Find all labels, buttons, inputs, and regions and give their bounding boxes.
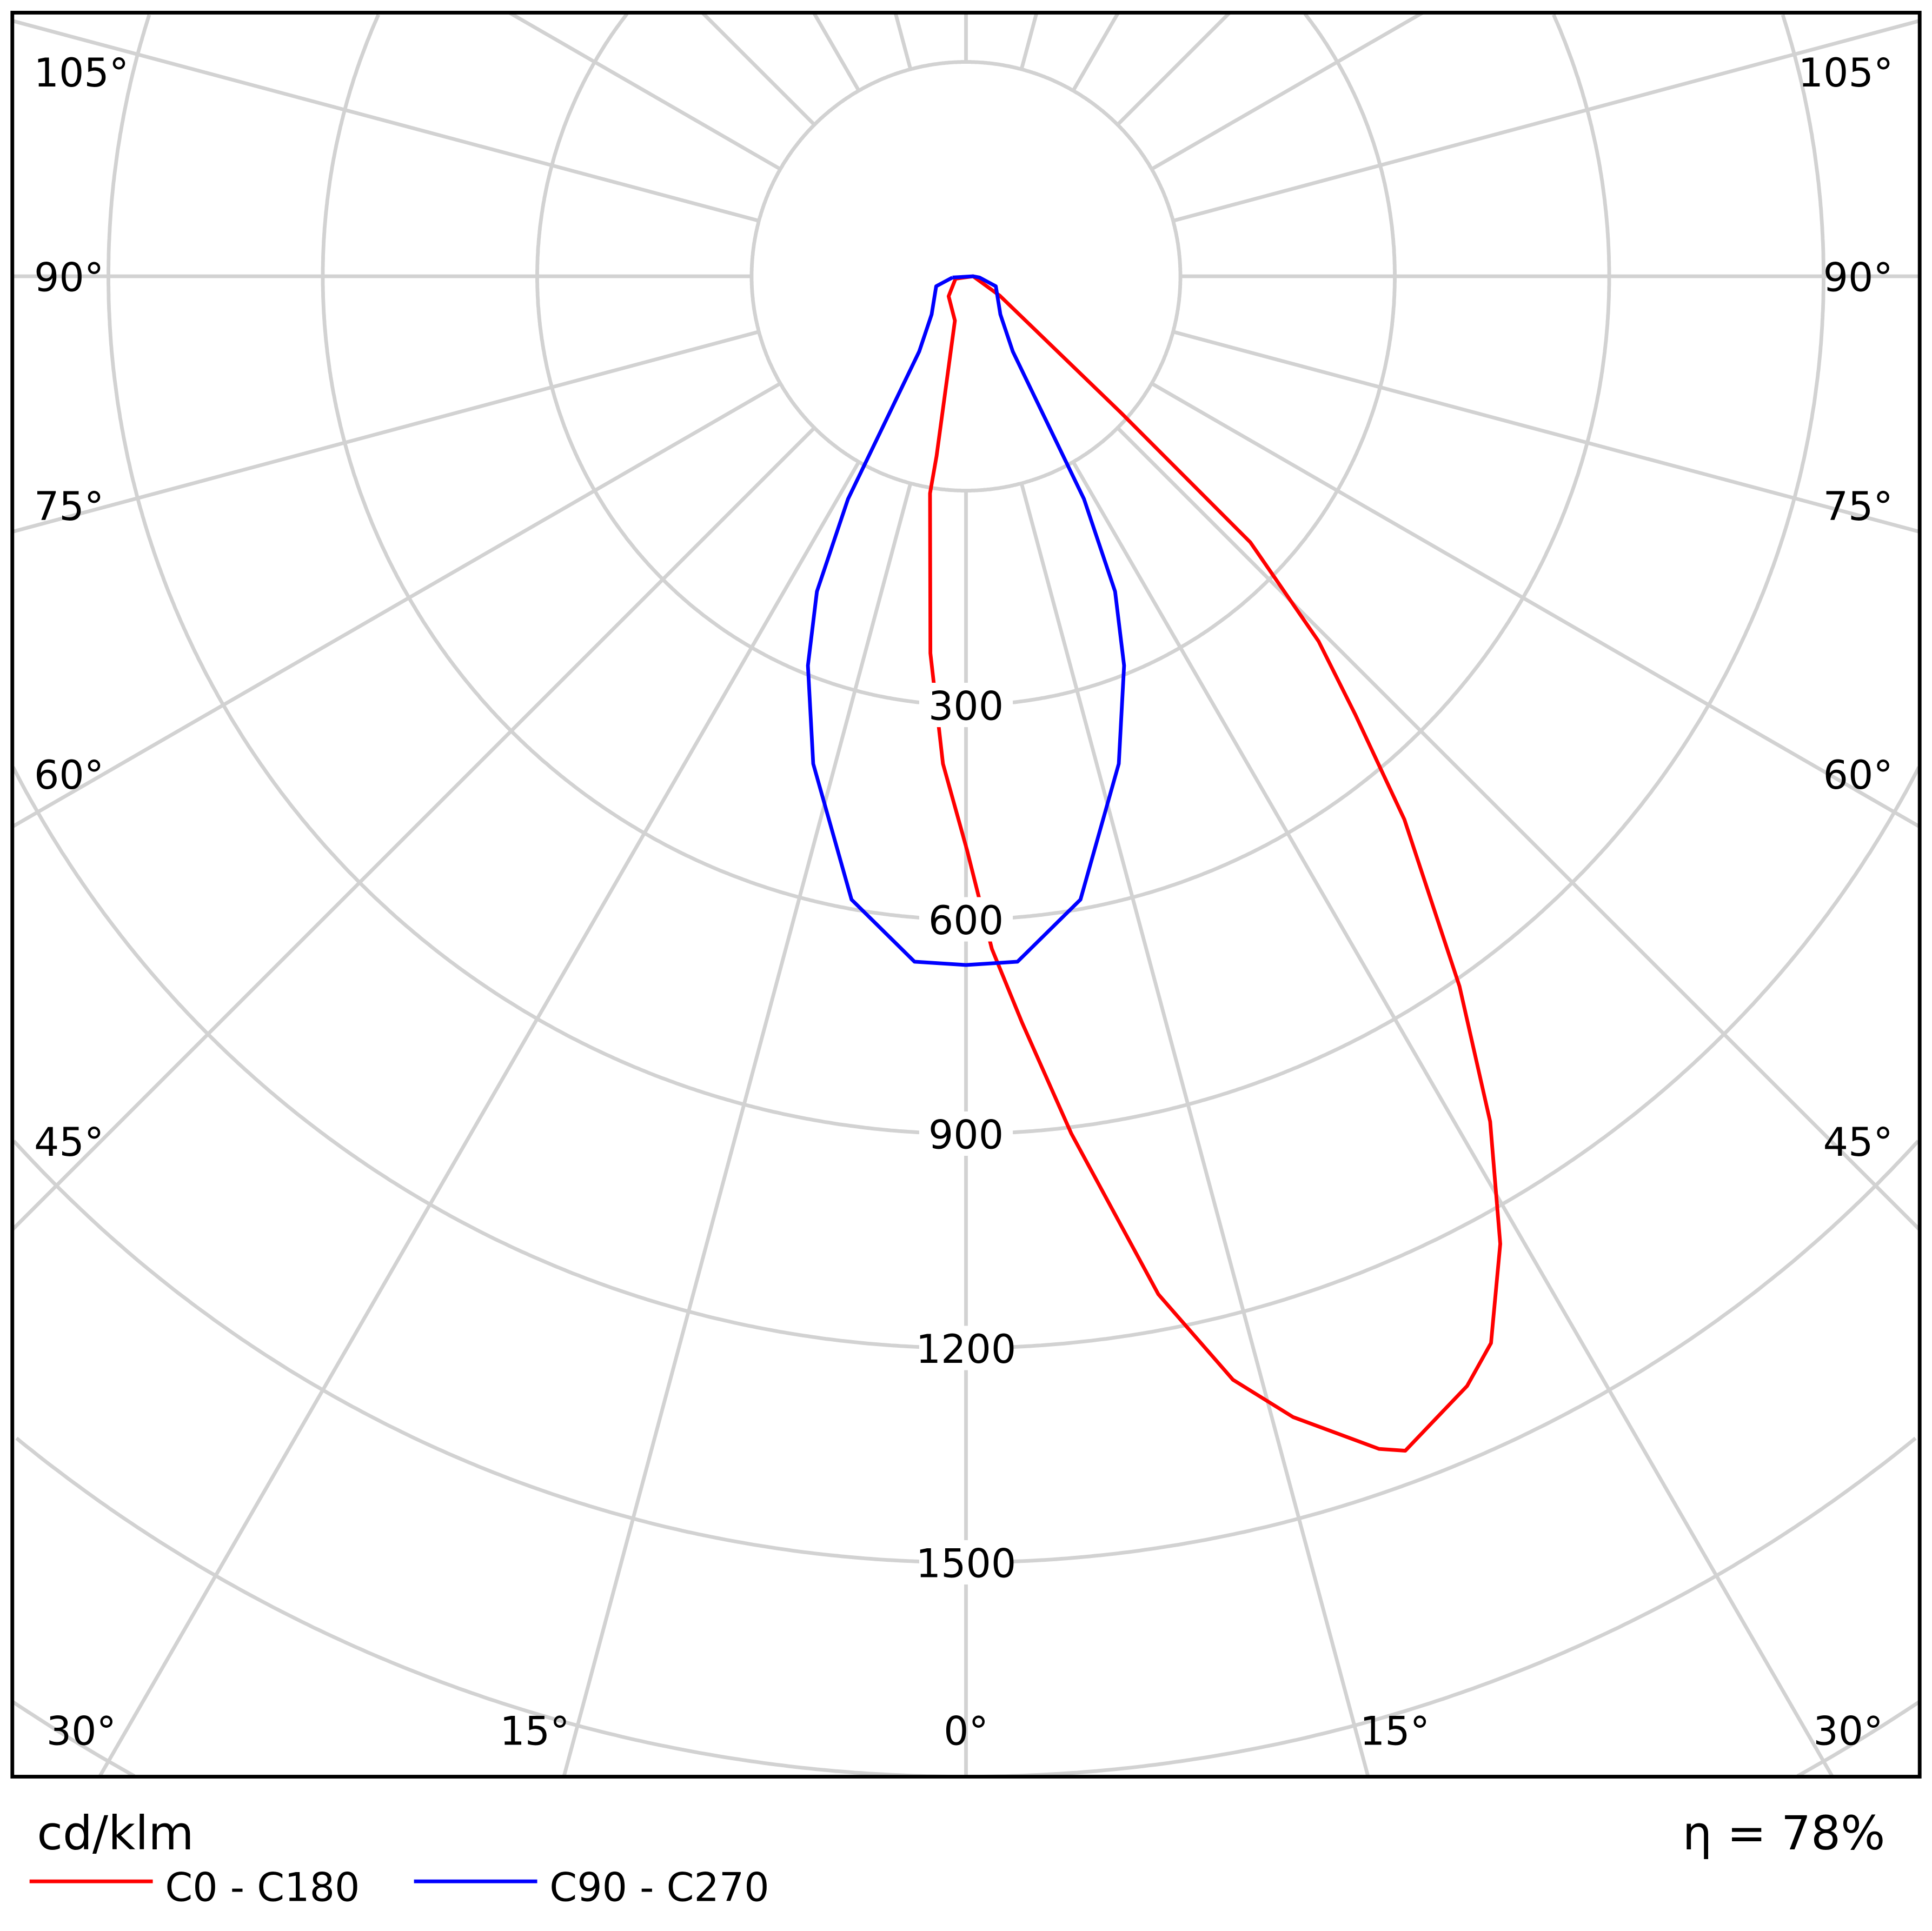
grid-ring [107,14,1825,1136]
radial-tick-label: 900 [928,1112,1004,1158]
grid-ring [535,12,1397,707]
radial-tick-label: 600 [928,898,1004,944]
radial-label-background [919,683,1013,728]
angle-label-bottom-left-15: 15° [500,1708,569,1754]
angle-label-right-45: 45° [1823,1120,1893,1166]
radial-label-background [919,1326,1013,1370]
radial-tick-label: 1500 [916,1541,1017,1587]
grid-spoke [562,483,913,1777]
grid-spoke [11,427,816,1231]
angle-label-bottom-left-30: 30° [47,1708,116,1754]
curves [806,274,1502,1453]
angle-label-bottom-right-15: 15° [1360,1708,1430,1754]
grid-spoke [1172,19,1921,223]
series-curve-c0-c180 [928,274,1502,1453]
legend: C0 - C180 C90 - C270 [29,1865,769,1911]
grid-spoke [1116,427,1921,1231]
grid-spoke [1151,11,1424,171]
grid-spoke [98,461,861,1778]
radial-tick-label: 300 [928,683,1004,729]
grid-spoke [1116,11,1231,126]
angle-label-right-60: 60° [1823,753,1893,798]
unit-label: cd/klm [37,1807,194,1861]
grid-ring [11,766,1921,1350]
angle-label-bottom-0: 0° [944,1708,988,1754]
radial-label-background [919,1540,1013,1585]
series-curve-c90-c270 [806,274,1126,967]
grid-spoke [508,11,781,171]
grid-spoke [11,330,760,534]
grid-spoke [1071,461,1834,1778]
grid-spoke [893,12,913,70]
angle-label-right-105: 105° [1798,50,1894,96]
radial-tick-label: 1200 [916,1327,1017,1373]
angle-label-left-90: 90° [34,255,104,301]
plot-frame [10,11,1922,1779]
grid-spoke [812,11,861,92]
angle-label-left-45: 45° [34,1120,104,1166]
grid-spoke [1151,382,1921,829]
grid-spoke [1019,483,1370,1777]
angle-tick-labels: 105° 90° 75° 60° 45° 105° 90° 75° 60° 45… [34,50,1894,1754]
legend-label-c90-c270: C90 - C270 [549,1865,769,1911]
grid-ring [15,1436,1917,1779]
grid-spoke [1172,330,1921,534]
radial-tick-labels: 300 600 900 1200 1500 [916,683,1017,1587]
angle-label-left-75: 75° [34,484,104,530]
efficiency-label: η = 78% [1683,1807,1885,1861]
legend-label-c0-c180: C0 - C180 [165,1865,360,1911]
grid-spoke [1071,11,1120,92]
angle-label-left-105: 105° [34,50,129,96]
angle-label-bottom-right-30: 30° [1813,1708,1883,1754]
angle-label-left-60: 60° [34,753,104,798]
radial-label-background [919,1111,1013,1156]
grid-spoke [11,382,781,829]
angle-label-right-75: 75° [1823,484,1893,530]
grid-spoke [701,11,816,126]
grid-spoke [11,19,760,223]
grid-ring [12,1700,1920,1778]
grid-ring [321,14,1611,921]
angle-label-right-90: 90° [1823,255,1893,301]
grid-ring [12,1140,1920,1564]
radial-label-background [919,897,1013,942]
grid-spoke [1019,12,1039,70]
polar-grid [11,11,1921,1779]
